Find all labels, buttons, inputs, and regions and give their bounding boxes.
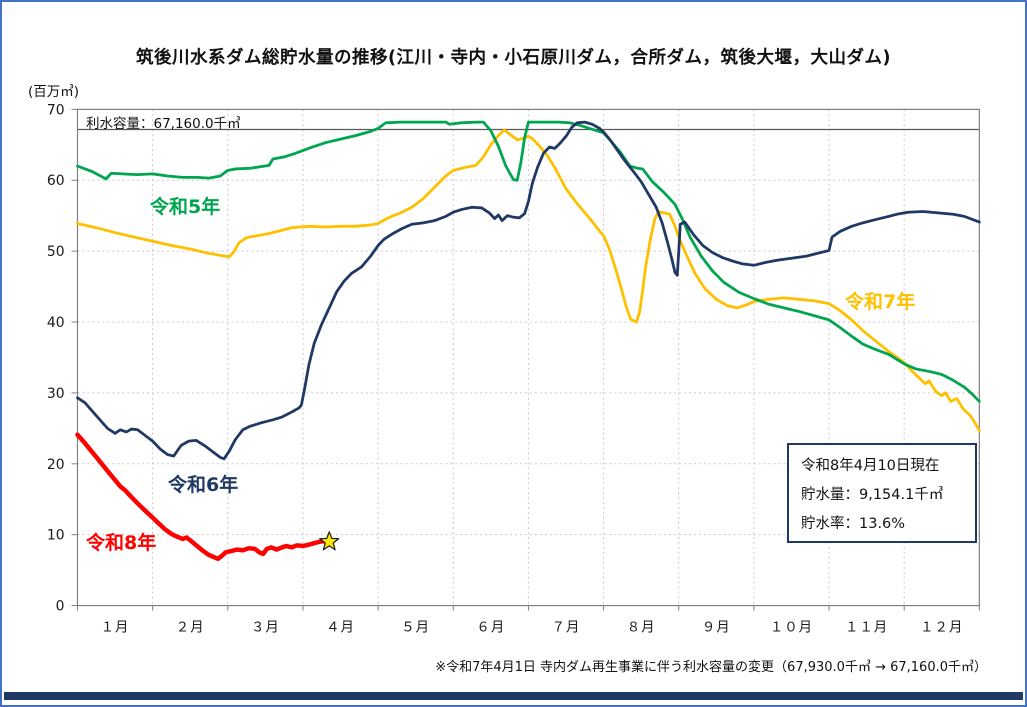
series-label-reiwa8: 令和8年 <box>86 532 157 554</box>
series-label-reiwa5: 令和5年 <box>150 196 221 218</box>
x-month-label: １０月 <box>770 620 813 635</box>
y-tick-label: 50 <box>47 244 65 260</box>
y-tick-label: 10 <box>47 528 65 544</box>
series-line-reiwa5 <box>76 120 981 403</box>
y-axis-unit-label: (百万㎥) <box>28 84 80 100</box>
capacity-line-label: 利水容量：67,160.0千㎥ <box>86 116 241 132</box>
x-month-label: １２月 <box>920 620 963 635</box>
y-tick-label: 0 <box>56 599 65 615</box>
series-label-reiwa7: 令和7年 <box>845 291 916 313</box>
x-month-label: ４月 <box>326 620 355 635</box>
star-marker <box>319 531 340 551</box>
y-tick-label: 70 <box>47 102 65 118</box>
y-tick-label: 40 <box>47 315 65 331</box>
series-label-reiwa6: 令和6年 <box>168 474 239 496</box>
annotation-date: 令和8年4月10日現在 <box>801 458 940 474</box>
x-month-label: ８月 <box>627 620 656 635</box>
x-month-label: ３月 <box>251 620 280 635</box>
x-month-label: ２月 <box>176 620 205 635</box>
series-line-reiwa6 <box>76 120 981 461</box>
annotation-storage-rate: 貯水率：13.6% <box>801 516 906 532</box>
series-line-reiwa8 <box>75 432 332 562</box>
y-tick-label: 60 <box>47 173 65 189</box>
x-month-label: ６月 <box>476 620 505 635</box>
series-line-reiwa7 <box>76 128 981 432</box>
y-tick-label: 20 <box>47 457 65 473</box>
x-month-label: ５月 <box>401 620 430 635</box>
y-tick-label: 30 <box>47 386 65 402</box>
x-month-label: １１月 <box>845 620 888 635</box>
x-month-label: １月 <box>101 620 130 635</box>
x-month-label: ７月 <box>552 620 581 635</box>
annotation-storage-volume: 貯水量：9,154.1千㎥ <box>801 487 944 503</box>
bottom-accent-bar <box>4 692 1023 700</box>
capacity-change-footnote: ※令和7年4月1日 寺内ダム再生事業に伴う利水容量の変更（67,930.0千㎥ … <box>435 660 987 675</box>
current-status-annotation-box: 令和8年4月10日現在 貯水量：9,154.1千㎥ 貯水率：13.6% <box>787 443 977 543</box>
chart-title: 筑後川水系ダム総貯水量の推移(江川・寺内・小石原川ダム，合所ダム，筑後大堰，大山… <box>136 48 891 68</box>
plot-border <box>76 108 980 607</box>
x-month-label: ９月 <box>702 620 731 635</box>
